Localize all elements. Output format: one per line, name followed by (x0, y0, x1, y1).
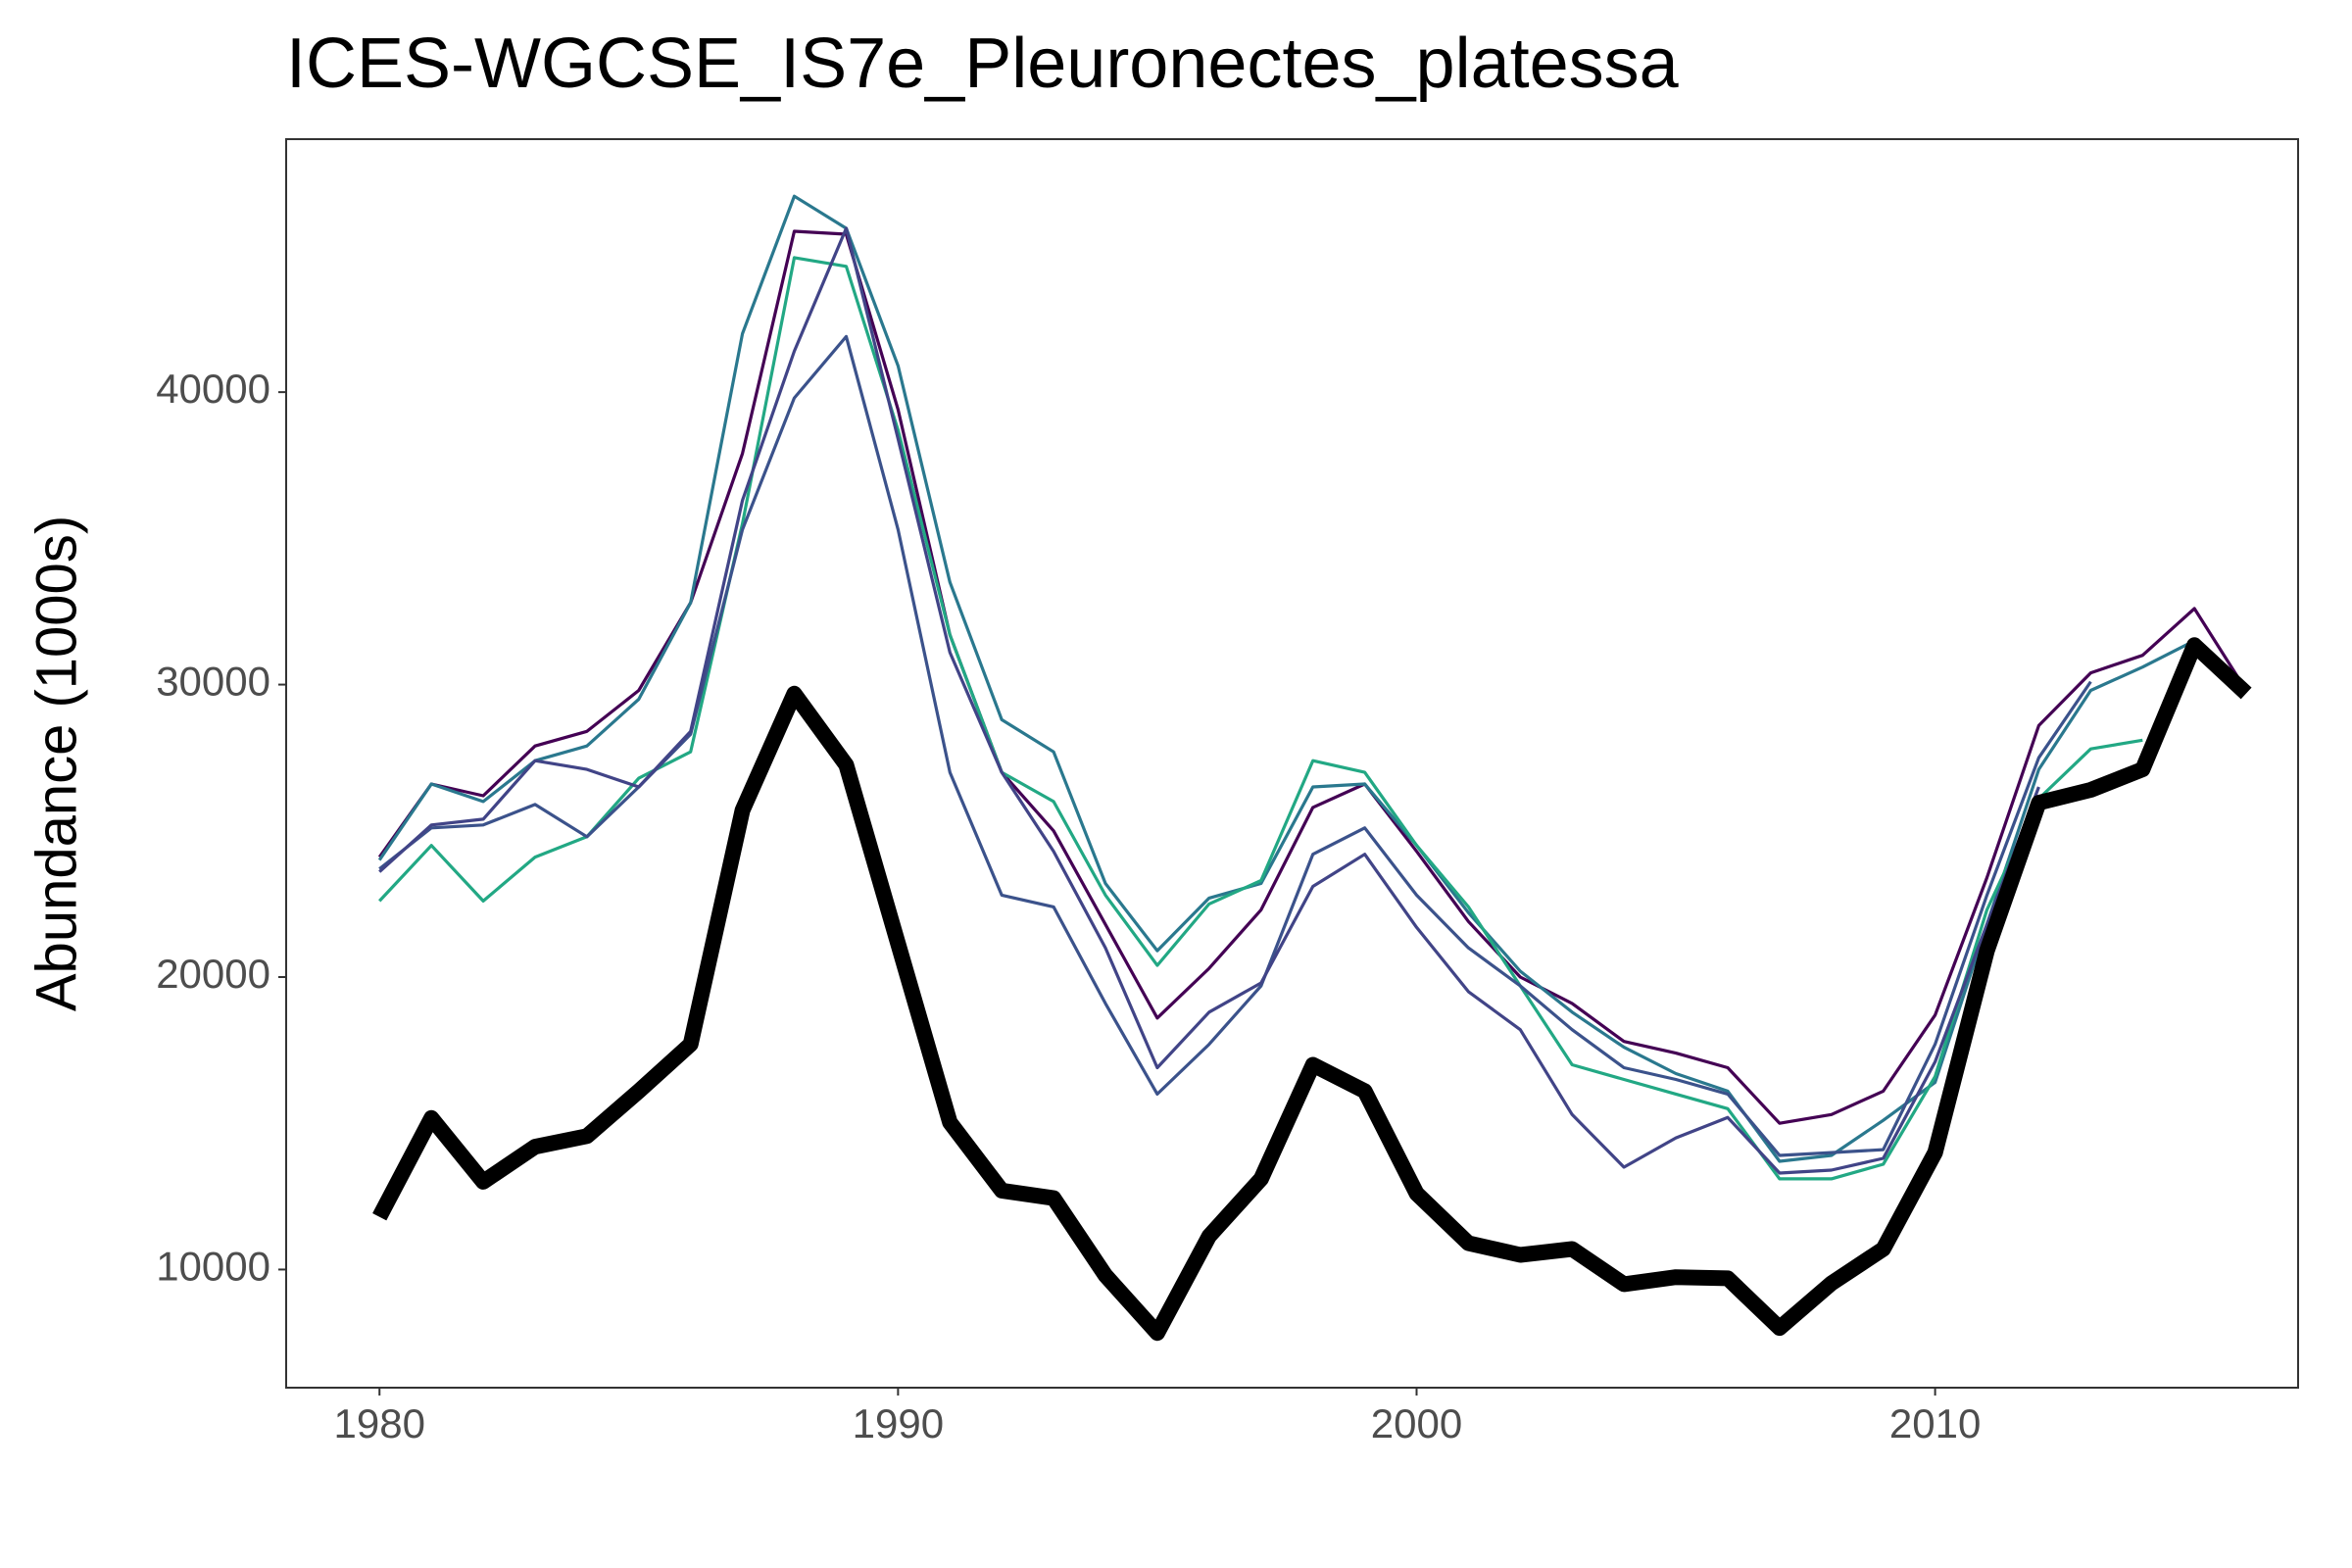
y-tick-label: 10000 (156, 1244, 270, 1290)
y-tick-label: 20000 (156, 951, 270, 997)
x-tick-label: 2010 (1889, 1400, 1981, 1446)
series-line (378, 256, 2143, 1181)
y-axis-label: Abundance (1000s) (24, 515, 88, 1011)
chart-title: ICES-WGCSE_IS7e_Pleuronectes_platessa (286, 24, 1680, 103)
x-tick-label: 2000 (1371, 1400, 1462, 1446)
y-tick-label: 40000 (156, 366, 270, 412)
series-line (372, 637, 2252, 1342)
plot-frame (285, 138, 2299, 1389)
x-tick-label: 1980 (334, 1400, 425, 1446)
series-line (378, 226, 2040, 1175)
series-line (377, 194, 2195, 1163)
x-tick-label: 1990 (853, 1400, 944, 1446)
y-tick-label: 30000 (156, 659, 270, 705)
